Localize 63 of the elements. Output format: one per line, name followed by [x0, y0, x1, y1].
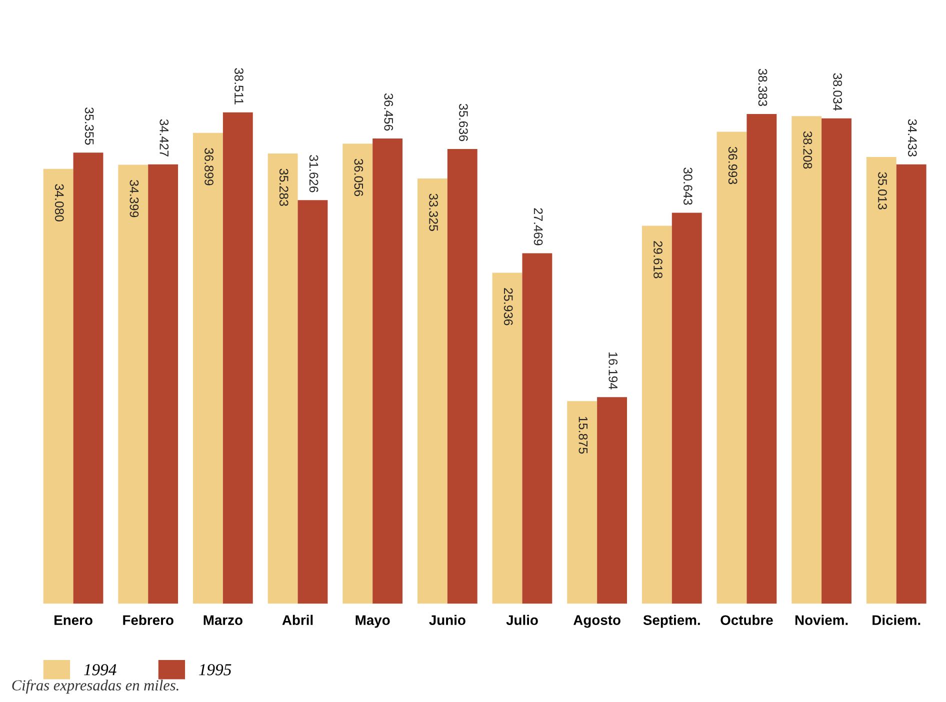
- data-label: 36.899: [204, 148, 214, 186]
- data-label: 27.469: [534, 208, 543, 246]
- data-label: 34.399: [130, 180, 139, 218]
- bar: [567, 401, 598, 604]
- bar: [148, 164, 178, 604]
- data-label: 31.626: [309, 155, 318, 192]
- bar: [866, 156, 896, 604]
- bar: [193, 132, 223, 604]
- bar: [268, 154, 298, 604]
- x-tick-label: Mayo: [356, 615, 390, 628]
- bar: [298, 200, 328, 604]
- x-tick-label: Abril: [282, 614, 313, 626]
- data-label: 35.283: [279, 168, 288, 206]
- data-label: 38.208: [803, 131, 812, 169]
- x-tick-label: Agosto: [573, 615, 620, 628]
- bar: [792, 116, 822, 604]
- bar: [672, 212, 702, 604]
- data-label: 33.325: [429, 194, 438, 231]
- x-tick-label: Noviem.: [795, 614, 848, 626]
- data-label: 34.433: [908, 119, 917, 156]
- bar: [73, 152, 104, 604]
- x-tick-label: Julio: [506, 614, 538, 626]
- bar: [372, 138, 403, 604]
- x-tick-label: Octubre: [720, 614, 773, 626]
- data-label: 30.643: [684, 168, 692, 205]
- text: Cifras expresadas en miles.: [12, 680, 178, 694]
- x-tick-label: Enero: [54, 615, 92, 626]
- bar: [222, 112, 253, 604]
- data-label: 38.383: [758, 68, 768, 106]
- data-label: 25.936: [504, 288, 513, 326]
- bar: [746, 114, 777, 604]
- data-label: 16.194: [608, 352, 618, 390]
- bar: [896, 164, 926, 604]
- data-label: 38.511: [234, 68, 244, 104]
- x-tick-label: Marzo: [204, 615, 242, 626]
- data-label: 34.080: [54, 184, 64, 222]
- data-label: 36.993: [728, 146, 738, 184]
- bar: [522, 253, 552, 604]
- bar: [716, 132, 747, 604]
- data-label: 36.056: [354, 158, 364, 196]
- bar: [822, 118, 852, 604]
- data-label: 35.636: [459, 104, 468, 142]
- bar: [447, 149, 478, 604]
- data-label: 15.875: [578, 416, 588, 454]
- x-tick-label: Junio: [429, 614, 466, 626]
- x-tick-label: Febrero: [123, 614, 174, 626]
- x-tick-label: Septiem.: [643, 614, 700, 628]
- bar: [492, 272, 522, 604]
- data-label: 34.427: [160, 119, 169, 156]
- bar: [417, 178, 448, 604]
- legend-label: 1994: [84, 664, 116, 676]
- legend-label: 1995: [198, 664, 232, 676]
- data-label: 35.355: [84, 107, 94, 145]
- data-label: 29.618: [654, 241, 662, 278]
- bar: [597, 397, 627, 604]
- bar: [43, 168, 74, 604]
- data-label: 36.456: [384, 93, 394, 131]
- bar: [642, 226, 672, 604]
- bar: [342, 144, 373, 604]
- data-label: 35.013: [878, 172, 887, 210]
- x-tick-label: Diciem.: [872, 614, 920, 626]
- bar: [118, 164, 148, 604]
- data-label: 38.034: [833, 73, 842, 111]
